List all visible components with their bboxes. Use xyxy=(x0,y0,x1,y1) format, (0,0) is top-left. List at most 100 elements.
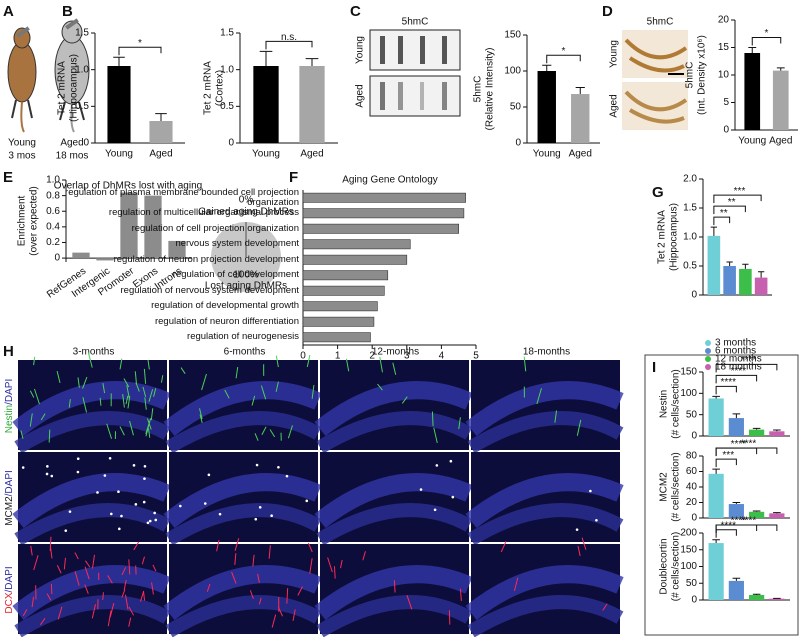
stain-fiber xyxy=(140,590,145,602)
stain-cell xyxy=(146,521,150,525)
stain-fiber xyxy=(125,395,129,405)
bar xyxy=(302,192,466,203)
error-bar xyxy=(776,67,785,71)
pie-label: Gained aging DhMRs xyxy=(198,207,294,218)
y-axis-label: (Hippocampus) xyxy=(69,54,80,122)
error-bar xyxy=(732,413,741,419)
stain-cell xyxy=(305,499,309,503)
stain-cell xyxy=(109,512,113,516)
y-tick-label: regulation of neuron differentiation xyxy=(154,315,299,327)
y-tick-label: 50 xyxy=(510,102,522,113)
row-label-stain: Nestin xyxy=(4,405,15,433)
stain-cell xyxy=(255,463,259,467)
bar xyxy=(739,268,752,295)
bar xyxy=(302,316,375,327)
error-bar xyxy=(732,502,741,505)
stain-cell xyxy=(277,465,280,469)
stain-fiber xyxy=(581,537,587,550)
stain-fiber xyxy=(199,414,203,423)
stain-fiber xyxy=(123,378,130,388)
stain-fiber xyxy=(257,573,260,583)
y-tick-label: regulation of cell development xyxy=(172,269,299,281)
bar xyxy=(728,580,744,600)
y-tick-label: 100 xyxy=(680,388,697,399)
stain-fiber xyxy=(121,567,127,576)
stain-fiber xyxy=(513,577,519,591)
bar xyxy=(302,223,459,234)
stain-cell xyxy=(120,514,123,518)
stain-cell xyxy=(218,512,222,516)
bar xyxy=(723,266,736,295)
stain-fiber xyxy=(147,428,151,438)
label-wrap: regulation of neuron projection developm… xyxy=(40,250,299,270)
stain-fiber xyxy=(145,418,152,435)
stain-fiber xyxy=(340,559,343,569)
stain-cell xyxy=(203,502,207,505)
error-bar xyxy=(259,50,273,66)
error-bar xyxy=(710,226,718,236)
dapi-layer xyxy=(467,503,624,546)
stain-fiber xyxy=(275,355,279,368)
bar xyxy=(708,473,724,518)
bar xyxy=(302,332,371,343)
dapi-layer xyxy=(165,411,322,454)
bar xyxy=(72,252,90,259)
dapi-layer xyxy=(465,473,624,529)
significance-label: * xyxy=(562,46,566,57)
mouse-age: 18 mos xyxy=(56,151,89,162)
stain-fiber xyxy=(84,566,90,580)
bar xyxy=(168,240,186,259)
stain-fiber xyxy=(392,362,397,375)
row-label-dapi: /DAPI xyxy=(4,470,15,496)
stain-fiber xyxy=(297,586,303,596)
label-wrap: regulation of neuron differentiation xyxy=(40,312,299,332)
y-tick-label: 0 xyxy=(83,138,89,149)
panel-letter: B xyxy=(62,3,73,20)
stain-fiber xyxy=(523,356,527,372)
stain-fiber xyxy=(91,604,96,619)
y-tick-label: 1.0 xyxy=(220,64,234,75)
stain-cell xyxy=(258,506,262,509)
stain-fiber xyxy=(133,541,140,551)
stain-fiber xyxy=(393,580,396,593)
bar xyxy=(749,511,765,518)
y-axis-label: (Relative Intensity) xyxy=(485,48,496,131)
significance-label: **** xyxy=(731,439,747,450)
row-label-stain: MCM2 xyxy=(4,496,15,526)
pie-value-label: 100% xyxy=(233,270,259,281)
stain-fiber xyxy=(153,388,157,397)
stain-fiber xyxy=(128,617,132,627)
x-tick-label: 2 xyxy=(369,351,375,362)
y-tick-label: 1.5 xyxy=(683,203,697,214)
panel-letter: D xyxy=(602,3,613,20)
y-tick-label: 0 xyxy=(515,138,521,149)
stain-fiber xyxy=(102,592,104,600)
y-tick-label-box: regulation of cell development xyxy=(172,269,299,281)
significance-bracket xyxy=(265,40,313,50)
error-bar xyxy=(752,510,761,512)
bar xyxy=(769,513,785,518)
x-tick-label: 1 xyxy=(335,351,341,362)
y-tick-label: 80 xyxy=(686,451,698,462)
dapi-layer xyxy=(12,565,171,621)
y-tick-label: 0.6 xyxy=(46,206,60,217)
panel-letter: C xyxy=(350,3,361,20)
stain-fiber xyxy=(134,371,138,385)
column-label: 3-months xyxy=(73,347,115,358)
tissue-row-label: Aged xyxy=(609,94,620,117)
stain-fiber xyxy=(74,552,79,560)
bar xyxy=(96,258,114,261)
stain-cell xyxy=(21,466,25,469)
x-tick-label: Aged xyxy=(569,149,592,160)
stain-fiber xyxy=(91,554,95,569)
stain-cell xyxy=(108,456,112,460)
stain-cell xyxy=(134,503,138,506)
stain-fiber xyxy=(124,594,129,610)
y-tick-label: 1.5 xyxy=(75,28,89,39)
y-tick-label-box: nervous system development xyxy=(175,239,299,249)
stain-cell xyxy=(154,518,158,522)
bar xyxy=(707,235,721,295)
stain-fiber xyxy=(271,614,277,628)
x-tick-label: Aged xyxy=(769,136,792,147)
stain-fiber xyxy=(128,606,135,616)
